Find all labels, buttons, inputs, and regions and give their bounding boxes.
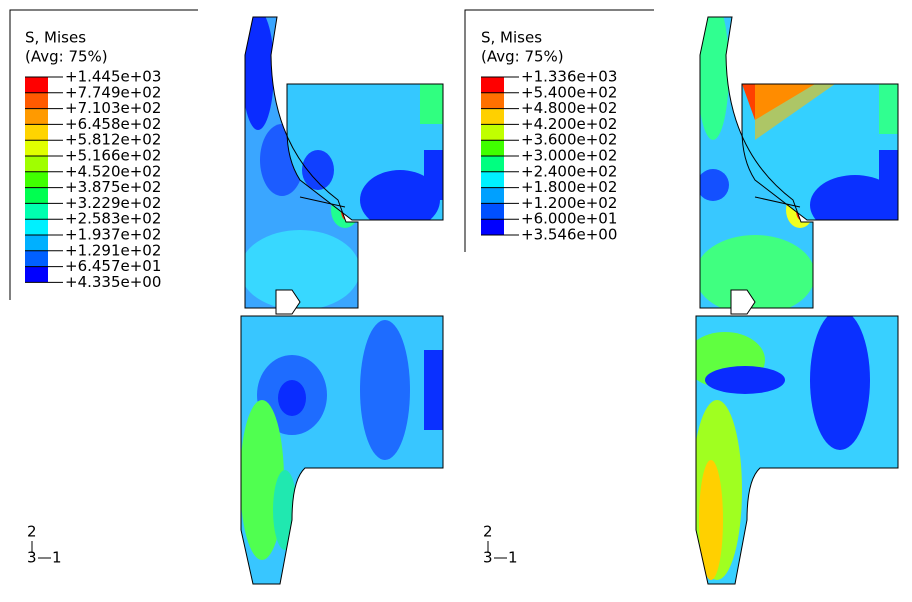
legend-swatch: [25, 266, 48, 283]
legend-swatch: [481, 108, 504, 125]
legend-swatch: [25, 187, 48, 204]
legend-swatch: [481, 219, 504, 235]
legend-label: +6.457e+01: [65, 257, 161, 275]
model-left: [240, 16, 444, 585]
legend-label: +1.445e+03: [65, 68, 161, 86]
legend-label: +2.583e+02: [65, 210, 161, 228]
legend-label: +6.000e+01: [521, 210, 617, 228]
triad-y: 2: [483, 523, 493, 541]
legend-swatch: [481, 187, 504, 204]
triad-y: 2: [27, 523, 37, 541]
legend-label: +4.200e+02: [521, 115, 617, 133]
legend-swatch: [481, 203, 504, 220]
legend-swatch: [481, 77, 504, 93]
legend-label: +1.200e+02: [521, 194, 617, 212]
legend-subtitle: (Avg: 75%): [481, 48, 564, 66]
legend-swatch: [481, 156, 504, 172]
legend-label: +7.749e+02: [65, 83, 161, 101]
legend-label: +4.520e+02: [65, 162, 161, 180]
legend-swatch: [25, 77, 48, 93]
legend-label: +3.600e+02: [521, 131, 617, 149]
legend-title: S, Mises: [481, 29, 542, 47]
legend-label: +3.546e+00: [521, 226, 617, 244]
legend-label: +1.800e+02: [521, 178, 617, 196]
legend-swatch: [25, 250, 48, 267]
legend-swatch: [25, 203, 48, 220]
model-right: [695, 16, 899, 585]
legend-swatch: [25, 219, 48, 235]
legend-label: +5.400e+02: [521, 83, 617, 101]
legend-frame: [9, 9, 198, 300]
legend-swatch: [25, 171, 48, 188]
legend-swatch: [481, 124, 504, 141]
legend-title: S, Mises: [25, 29, 86, 47]
triad-z: 3: [27, 549, 37, 567]
legend-swatch: [481, 92, 504, 109]
triad-x: 1: [52, 549, 62, 567]
legend-label: +5.166e+02: [65, 147, 161, 165]
legend-swatch: [481, 140, 504, 156]
legend-label: +5.812e+02: [65, 131, 161, 149]
legend-frame: [464, 9, 654, 252]
legend-swatch: [25, 92, 48, 109]
triad-z: 3: [483, 549, 493, 567]
legend-label: +4.335e+00: [65, 273, 161, 291]
legend-label: +4.800e+02: [521, 99, 617, 117]
legend-label: +3.229e+02: [65, 194, 161, 212]
legend-label: +3.875e+02: [65, 178, 161, 196]
legend-swatch: [25, 140, 48, 156]
legend-label: +7.103e+02: [65, 99, 161, 117]
legend-swatch: [25, 124, 48, 141]
legend-swatch: [481, 171, 504, 188]
legend-label: +1.336e+03: [521, 68, 617, 86]
legend-label: +6.458e+02: [65, 115, 161, 133]
legend-swatch: [25, 156, 48, 172]
legend-label: +3.000e+02: [521, 147, 617, 165]
legend-swatch: [25, 108, 48, 125]
legend-label: +1.937e+02: [65, 226, 161, 244]
legend-label: +2.400e+02: [521, 162, 617, 180]
legend-label: +1.291e+02: [65, 241, 161, 259]
legend-subtitle: (Avg: 75%): [25, 48, 108, 66]
triad-x: 1: [508, 549, 518, 567]
legend-swatch: [25, 235, 48, 251]
